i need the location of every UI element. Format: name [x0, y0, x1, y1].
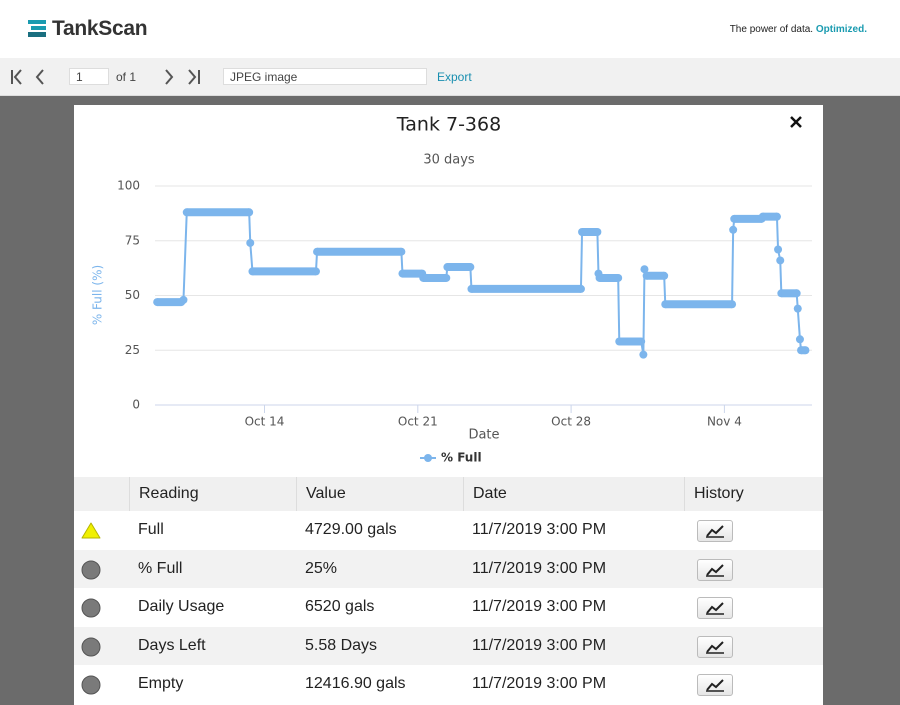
- data-point: [640, 265, 649, 274]
- x-axis-label: Date: [468, 428, 499, 443]
- history-icon: [706, 563, 724, 577]
- status-icon: [81, 598, 101, 618]
- history-button[interactable]: [697, 635, 733, 658]
- status-icon: [81, 637, 101, 656]
- header: TankScan The power of data. Optimized.: [0, 0, 900, 58]
- tagline-text: The power of data.: [729, 24, 814, 35]
- table-row: Daily Usage 6520 gals 11/7/2019 3:00 PM: [74, 588, 823, 626]
- data-point: [246, 238, 255, 247]
- header-cell: Value: [296, 477, 463, 511]
- history-button[interactable]: [697, 558, 733, 581]
- legend-marker: [424, 454, 432, 462]
- history-icon: [706, 525, 724, 538]
- table-cell: 11/7/2019 3:00 PM: [472, 598, 607, 615]
- logo: [28, 20, 46, 37]
- history-button[interactable]: [697, 597, 733, 619]
- data-point: [179, 295, 188, 304]
- table-cell: Full: [138, 521, 164, 538]
- y-tick-label: 50: [125, 288, 140, 302]
- table-cell: % Full: [138, 559, 183, 577]
- status-icon: [81, 522, 101, 539]
- x-tick-label: Oct 21: [398, 415, 438, 429]
- series-line: [157, 211, 806, 355]
- table-cell: 11/7/2019 3:00 PM: [472, 675, 607, 692]
- table-cell: 6520 gals: [305, 598, 375, 615]
- data-point: [776, 256, 785, 265]
- table-cell: 11/7/2019 3:00 PM: [472, 636, 607, 654]
- prev-page[interactable]: [35, 69, 44, 85]
- table-cell: Days Left: [138, 636, 206, 654]
- status-icon: [81, 560, 101, 579]
- table-cell: Daily Usage: [138, 598, 225, 615]
- table-cell: 11/7/2019 3:00 PM: [472, 559, 607, 577]
- data-point: [639, 350, 648, 359]
- table-row: % Full 25% 11/7/2019 3:00 PM: [74, 549, 823, 588]
- table-row: Days Left 5.58 Days 11/7/2019 3:00 PM: [74, 626, 823, 665]
- table-row: Full 4729.00 gals 11/7/2019 3:00 PM: [74, 511, 823, 549]
- chart-subtitle: 30 days: [423, 153, 475, 168]
- pager-icons: [11, 69, 200, 85]
- x-tick-label: Nov 4: [707, 415, 742, 429]
- header-cell: History: [684, 477, 823, 511]
- header-cell: Date: [463, 477, 684, 511]
- history-button[interactable]: [697, 674, 733, 696]
- toolbar: 1 of 1 JPEG image Export: [0, 58, 900, 96]
- data-point: [795, 335, 804, 344]
- header-cell: Reading: [129, 477, 296, 511]
- x-tick-label: Oct 14: [245, 415, 285, 429]
- history-icon: [706, 679, 724, 692]
- export-link[interactable]: Export: [437, 70, 472, 84]
- table-header: Reading Value Date History: [74, 477, 823, 512]
- x-tick-label: Oct 28: [551, 415, 591, 429]
- table-cell: 4729.00 gals: [305, 521, 397, 538]
- y-tick-label: 25: [125, 343, 140, 357]
- table-cell: 11/7/2019 3:00 PM: [472, 521, 607, 538]
- y-tick-label: 100: [117, 179, 140, 193]
- page-input[interactable]: 1: [69, 68, 109, 85]
- close-button[interactable]: [790, 116, 802, 128]
- first-page[interactable]: [11, 69, 22, 85]
- history-icon: [706, 602, 724, 615]
- tagline: The power of data. Optimized.: [730, 24, 867, 35]
- last-page[interactable]: [188, 69, 200, 85]
- chart: Tank 7-368 30 days % Full (%) Date 0 25 50…: [91, 114, 812, 465]
- status-icon: [81, 675, 101, 695]
- data-point: [729, 225, 738, 234]
- table-cell: 5.58 Days: [305, 636, 378, 654]
- table-cell: 25%: [305, 559, 338, 577]
- data-point: [793, 304, 802, 313]
- y-tick-label: 0: [132, 398, 140, 412]
- next-page[interactable]: [165, 69, 174, 85]
- page-count: of 1: [116, 70, 137, 84]
- brand: TankScan: [52, 17, 148, 40]
- y-tick-label: 75: [125, 233, 140, 247]
- table-row: Empty 12416.90 gals 11/7/2019 3:00 PM: [74, 665, 823, 703]
- chart-title: Tank 7-368: [396, 114, 501, 136]
- tagline-emphasis: Optimized.: [815, 24, 867, 35]
- dialog: Tank 7-368 30 days % Full (%) Date 0 25 50…: [74, 105, 823, 705]
- data-point: [774, 245, 783, 254]
- history-button[interactable]: [697, 520, 733, 542]
- legend-label: % Full: [441, 451, 482, 465]
- table-cell: 12416.90 gals: [305, 675, 406, 692]
- format-select[interactable]: JPEG image: [223, 68, 427, 85]
- table-cell: Empty: [138, 675, 184, 692]
- history-icon: [706, 640, 724, 654]
- y-axis-label: % Full (%): [91, 265, 105, 325]
